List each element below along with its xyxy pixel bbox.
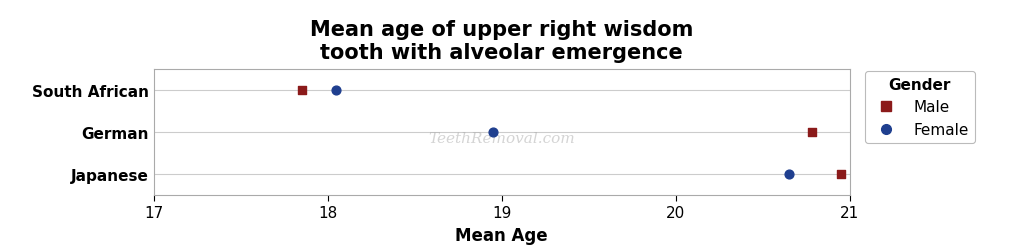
Point: [804, 130, 820, 134]
Point: [294, 89, 310, 93]
X-axis label: Mean Age: Mean Age: [456, 226, 548, 244]
Text: TeethRemoval.com: TeethRemoval.com: [428, 132, 575, 146]
Point: [328, 89, 344, 93]
Point: [484, 130, 501, 134]
Title: Mean age of upper right wisdom
tooth with alveolar emergence: Mean age of upper right wisdom tooth wit…: [310, 20, 693, 63]
Legend: Male, Female: Male, Female: [864, 71, 975, 144]
Point: [833, 172, 849, 176]
Point: [780, 172, 797, 176]
